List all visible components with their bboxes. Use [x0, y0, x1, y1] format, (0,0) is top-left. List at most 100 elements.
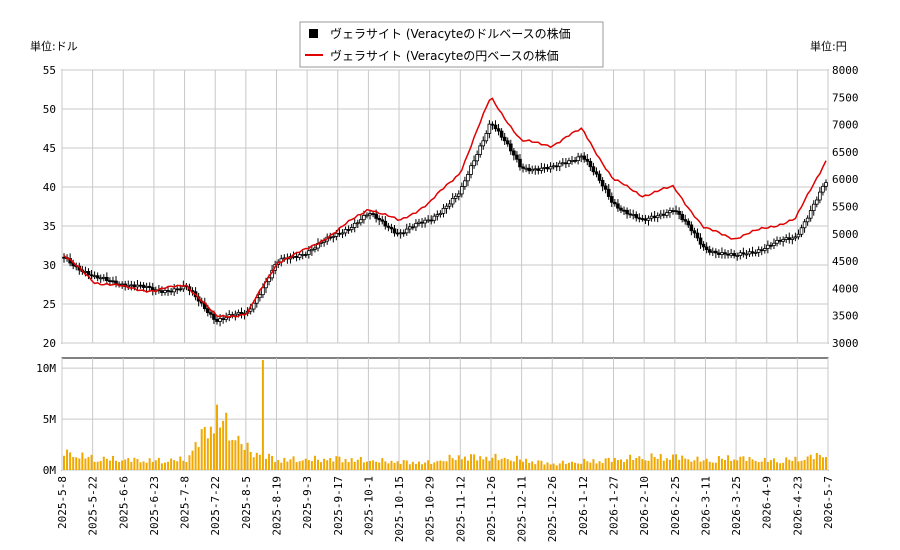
volume-bar	[717, 456, 720, 470]
date-tick-label: 2025-7-8	[179, 476, 192, 529]
usd-candle-body	[456, 193, 461, 197]
volume-bar	[436, 461, 439, 470]
volume-bar	[326, 460, 329, 470]
usd-candle-body	[524, 167, 528, 170]
usd-candle-body	[805, 217, 810, 223]
volume-bar	[298, 461, 301, 470]
volume-bar	[127, 458, 130, 470]
volume-bar	[427, 460, 430, 470]
volume-bar	[564, 463, 567, 470]
volume-bar	[295, 462, 298, 470]
usd-candle-body	[432, 215, 437, 221]
volume-bar	[567, 462, 570, 470]
usd-candle-body	[212, 313, 216, 320]
usd-candle-body	[86, 270, 91, 276]
usd-candle-body	[141, 284, 146, 288]
usd-candle-body	[793, 236, 798, 239]
usd-candle-body	[655, 215, 660, 219]
volume-bar	[381, 458, 384, 470]
volume-bar	[782, 462, 785, 470]
volume-bar	[586, 461, 589, 470]
volume-bar	[421, 464, 424, 470]
volume-bar	[463, 456, 466, 470]
volume-bar	[185, 462, 188, 470]
date-tick-label: 2025-10-29	[424, 476, 437, 542]
volume-bar	[154, 460, 157, 470]
left-tick-label: 50	[43, 103, 56, 116]
jpy-price-line	[63, 97, 827, 318]
volume-bar	[209, 426, 212, 470]
volume-bar	[742, 456, 745, 470]
volume-bar	[506, 459, 509, 470]
date-tick-label: 2026-3-11	[699, 476, 712, 536]
volume-bar	[212, 433, 215, 470]
volume-bar	[482, 459, 485, 470]
volume-bar	[543, 464, 546, 470]
usd-candle-body	[750, 251, 755, 254]
usd-candle-body	[732, 253, 736, 257]
volume-bar	[133, 457, 136, 470]
usd-candle-body	[545, 167, 550, 170]
usd-candle-body	[784, 237, 789, 240]
usd-candle-body	[515, 154, 519, 160]
volume-bar	[384, 461, 387, 470]
usd-candle-body	[377, 217, 382, 221]
grid-lines	[61, 69, 829, 471]
volume-bar	[509, 460, 512, 470]
usd-candle-body	[209, 312, 213, 315]
left-tick-label: 35	[43, 220, 56, 233]
volume-bar	[442, 461, 445, 470]
volume-bar	[598, 461, 601, 470]
volume-bar	[402, 460, 405, 470]
usd-candle-body	[710, 250, 715, 253]
usd-candle-body	[505, 140, 510, 145]
usd-candle-body	[677, 210, 681, 215]
volume-bar	[791, 460, 794, 470]
usd-candle-body	[683, 219, 688, 222]
volume-bar	[558, 463, 561, 470]
usd-candle-body	[759, 249, 764, 252]
volume-bar	[653, 456, 656, 470]
volume-bar	[350, 458, 353, 470]
date-tick-label: 2025-8-19	[270, 476, 283, 536]
date-tick-label: 2025-6-6	[117, 476, 130, 529]
usd-candle-body	[591, 166, 596, 173]
usd-candle-body	[616, 203, 620, 209]
right-tick-label: 8000	[832, 64, 859, 77]
usd-candle-body	[386, 225, 391, 228]
volume-bar	[408, 464, 411, 470]
usd-candle-body	[674, 210, 678, 213]
volume-bar	[821, 457, 824, 470]
usd-candle-body	[744, 253, 749, 256]
volume-bar	[769, 460, 772, 470]
date-tick-label: 2025-7-22	[209, 476, 222, 536]
volume-bar	[81, 452, 84, 470]
left-axis-ticks: 20 25 30 35 40 45 50 55	[43, 64, 56, 350]
volume-bar	[815, 453, 818, 470]
usd-candle-body	[460, 186, 464, 195]
left-tick-label: 20	[43, 337, 56, 350]
usd-candle-body	[533, 168, 538, 171]
usd-candle-body	[218, 318, 222, 322]
usd-candle-body	[138, 284, 143, 287]
usd-candle-body	[429, 219, 434, 222]
usd-candle-body	[426, 219, 430, 222]
usd-candle-body	[95, 275, 100, 279]
volume-bar	[405, 460, 408, 470]
date-axis-ticks: 2025-5-8 2025-5-22 2025-6-6 2025-6-23 2025-7…	[56, 476, 835, 542]
usd-candle-body	[720, 252, 724, 255]
volume-bar	[145, 462, 148, 470]
volume-bar	[277, 459, 280, 470]
usd-candle-body	[371, 213, 375, 215]
usd-candle-body	[570, 160, 574, 162]
usd-candle-body	[175, 288, 180, 291]
volume-bar	[323, 458, 326, 470]
volume-bar	[794, 456, 797, 470]
usd-candle-body	[723, 252, 727, 255]
volume-bar	[283, 457, 286, 470]
usd-candle-body	[573, 160, 577, 162]
volume-bar	[136, 458, 139, 470]
legend-jpy-label: ヴェラサイト (Veracyteの円ベースの株価	[330, 48, 559, 63]
usd-candle-body	[144, 285, 149, 288]
usd-candle-body	[111, 280, 115, 283]
